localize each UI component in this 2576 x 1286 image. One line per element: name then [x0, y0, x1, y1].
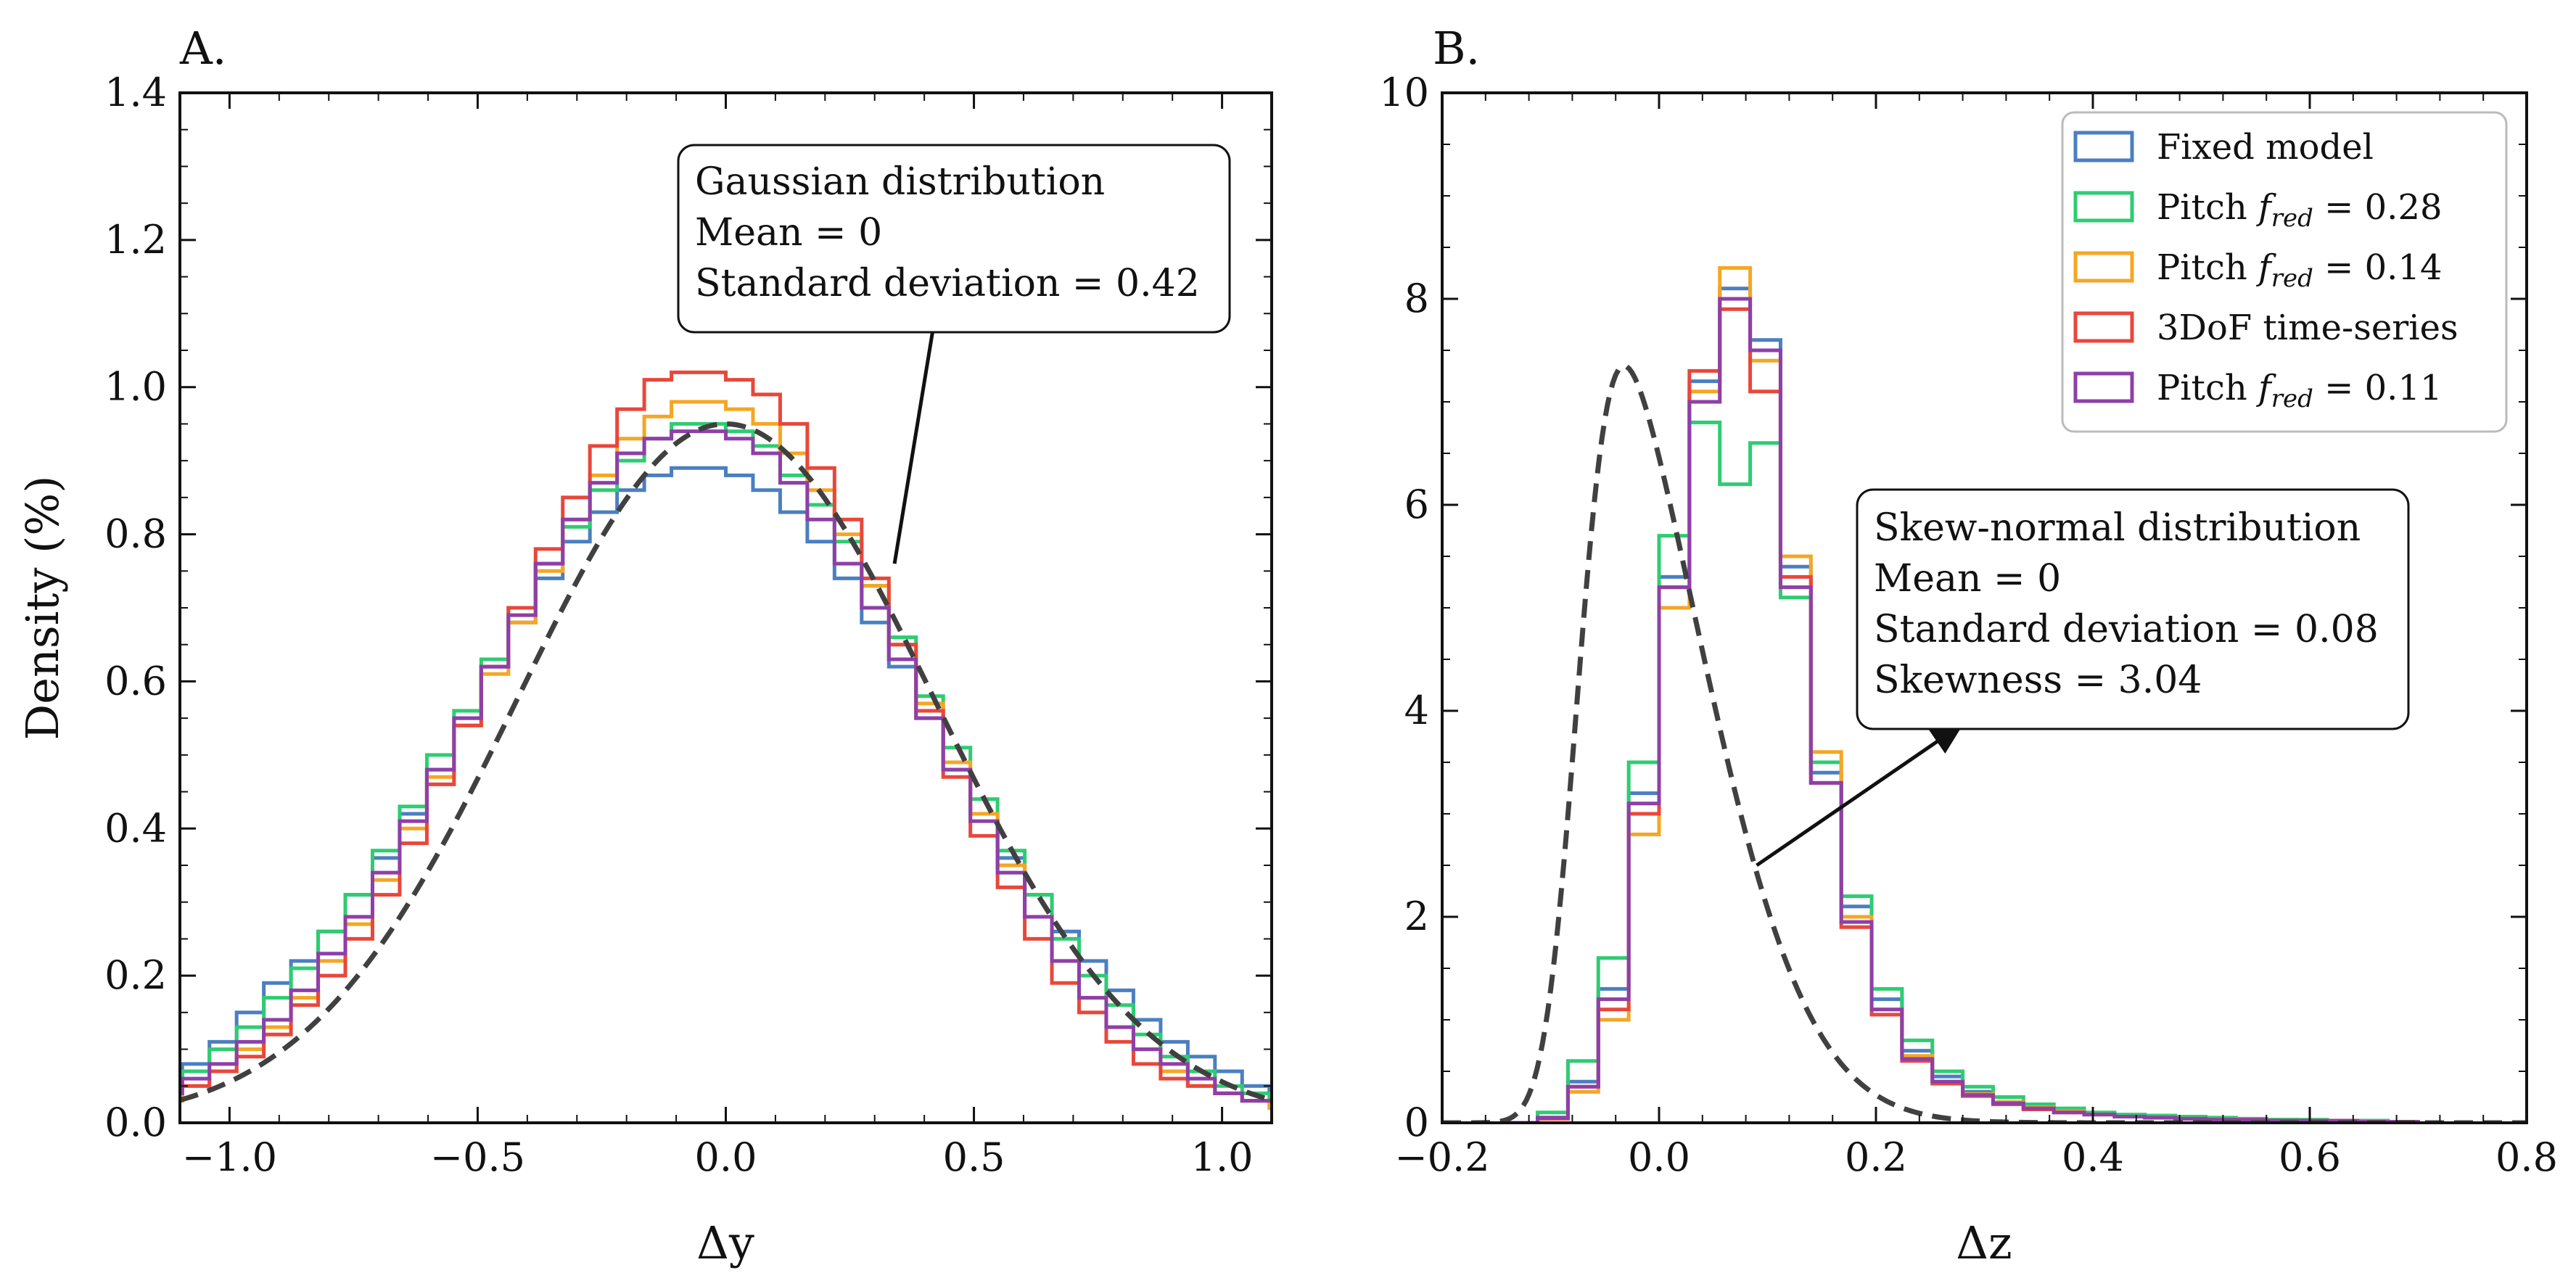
panel-a-label: A. — [179, 22, 226, 75]
annotation-line: Standard deviation = 0.08 — [1874, 608, 2379, 651]
panel-b-xlabel: Δz — [1956, 1216, 2012, 1269]
annotation-box — [1856, 488, 2410, 730]
x-tick-label: −0.2 — [1394, 1134, 1489, 1180]
legend-swatch — [2073, 251, 2134, 283]
y-tick-label: 6 — [1404, 482, 1429, 527]
x-tick-label: 0.5 — [943, 1134, 1005, 1180]
x-tick-label: −0.5 — [430, 1134, 525, 1180]
panel-a: A. −1.0 −0.5 0.0 0.5 1.0 0.0 0.2 0.4 0.6 0.8 1.0 1.… — [16, 22, 1273, 1269]
x-tick-label: 0.6 — [2279, 1134, 2341, 1180]
y-tick-label: 4 — [1404, 688, 1429, 733]
y-tick-label: 0.8 — [104, 511, 167, 557]
legend-box — [2061, 111, 2508, 433]
legend-swatch — [2073, 311, 2134, 343]
y-tick-label: 0 — [1404, 1100, 1429, 1145]
x-tick-label: 0.2 — [1845, 1134, 1907, 1180]
x-tick-label: 0.4 — [2062, 1134, 2124, 1180]
x-tick-label: 1.0 — [1191, 1134, 1254, 1180]
x-tick-label: 0.0 — [695, 1134, 757, 1180]
y-tick-label: 10 — [1379, 70, 1429, 115]
panel-b: B. −0.2 0.0 0.2 0.4 0.6 0.8 0 2 4 6 8 10 Δz Skew-no… — [1379, 22, 2558, 1269]
panel-a-xlabel: Δy — [696, 1216, 754, 1269]
annotation-box — [677, 144, 1231, 334]
histogram-series-pitch-f-red-0-11 — [180, 429, 1272, 1103]
legend-swatch — [2073, 371, 2134, 403]
annotation-line: Gaussian distribution — [695, 160, 1105, 204]
y-tick-label: 0.6 — [104, 658, 167, 704]
legend: Fixed model Pitch fred = 0.28 Pitch fred =… — [2061, 111, 2508, 433]
annotation-arrow — [892, 277, 951, 564]
legend-entry: Fixed model — [2157, 127, 2374, 168]
panel-a-ylabel: Density (%) — [16, 476, 69, 741]
x-tick-label: 0.0 — [1628, 1134, 1690, 1180]
panel-a-annotation: Gaussian distribution Mean = 0 Standard … — [677, 144, 1231, 334]
panel-b-label: B. — [1433, 22, 1480, 75]
x-tick-label: 0.8 — [2495, 1134, 2558, 1180]
y-tick-label: 0.0 — [104, 1100, 167, 1145]
histogram-series-pitch-f-red-0-28 — [180, 421, 1272, 1103]
legend-entry: Pitch fred = 0.11 — [2157, 368, 2443, 413]
y-tick-label: 0.4 — [104, 805, 167, 851]
y-tick-label: 0.2 — [104, 952, 167, 998]
legend-entry: 3DoF time-series — [2157, 308, 2458, 348]
annotation-line: Skewness = 3.04 — [1874, 659, 2202, 702]
histogram-series-pitch-f-red-0-11 — [1507, 297, 2420, 1123]
legend-entry: Pitch fred = 0.14 — [2157, 247, 2443, 293]
panel-b-annotation: Skew-normal distribution Mean = 0 Standa… — [1856, 488, 2410, 730]
x-tick-label: −1.0 — [182, 1134, 277, 1180]
legend-entry: Pitch fred = 0.28 — [2157, 187, 2443, 233]
y-tick-label: 8 — [1404, 276, 1429, 321]
y-tick-label: 1.0 — [104, 364, 167, 410]
annotation-line: Mean = 0 — [1874, 557, 2061, 601]
annotation-line: Standard deviation = 0.42 — [695, 262, 1200, 305]
annotation-line: Skew-normal distribution — [1874, 506, 2361, 550]
fit-curve — [180, 421, 1272, 1103]
y-tick-label: 1.4 — [104, 70, 167, 115]
legend-swatch — [2073, 191, 2134, 223]
annotation-line: Mean = 0 — [695, 211, 882, 255]
histogram-series-fixed-model — [180, 466, 1272, 1095]
y-tick-label: 2 — [1404, 894, 1429, 939]
legend-swatch — [2073, 131, 2134, 162]
annotation-arrow — [1756, 723, 1964, 867]
y-tick-label: 1.2 — [104, 217, 167, 263]
